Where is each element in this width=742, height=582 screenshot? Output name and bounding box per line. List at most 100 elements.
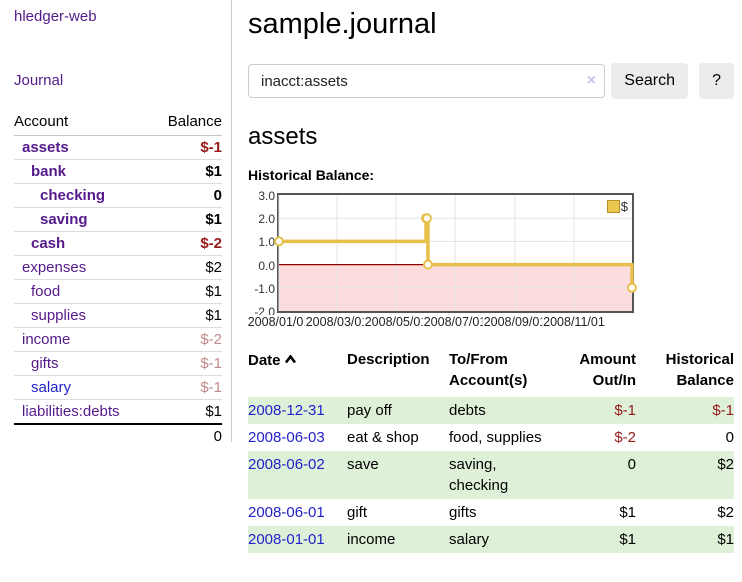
app-title-link[interactable]: hledger-web [14, 8, 97, 25]
account-link[interactable]: saving [40, 211, 88, 228]
accounts-total-row: 0 [14, 423, 222, 448]
account-row: expenses $2 [14, 255, 222, 280]
account-row: supplies $1 [14, 303, 222, 328]
transaction-description: pay off [347, 397, 449, 424]
accounts-header-row: Account Balance [14, 110, 222, 136]
account-balance: $1 [151, 159, 222, 184]
transaction-date-link[interactable]: 2008-12-31 [248, 402, 325, 419]
main-panel: sample.journal × Search ? assets Histori… [233, 0, 742, 553]
transaction-balance: 0 [725, 429, 734, 446]
x-tick-label: 2008/07/01 [422, 315, 488, 329]
header-date[interactable]: Date [248, 347, 347, 397]
header-balance: Historical Balance [665, 351, 734, 389]
transactions-table: Date Description To/From Account(s) Amou… [248, 347, 734, 553]
x-tick-label: 2008/09/01 [482, 315, 548, 329]
account-balance: $-1 [151, 351, 222, 376]
search-bar: × Search ? [248, 63, 734, 99]
transaction-row: 2008-06-01 gift gifts $1 $2 [248, 499, 734, 526]
account-heading: assets [248, 123, 318, 150]
transaction-balance: $1 [636, 526, 734, 553]
transaction-row: 2008-12-31 pay off debts $-1 $-1 [248, 397, 734, 424]
header-description: Description [347, 351, 430, 368]
page-title: sample.journal [248, 8, 437, 40]
transaction-accounts: debts [449, 397, 561, 424]
transaction-date-link[interactable]: 2008-06-02 [248, 456, 325, 473]
account-row: liabilities:debts $1 [14, 399, 222, 424]
account-balance: $1 [151, 279, 222, 304]
account-link[interactable]: assets [22, 139, 69, 156]
y-tick-label: 3.0 [258, 189, 275, 203]
chart-title: Historical Balance: [248, 167, 375, 183]
account-row: saving $1 [14, 207, 222, 232]
account-link[interactable]: bank [31, 163, 67, 180]
x-tick-label: 2008/11/01 [542, 315, 606, 329]
account-balance: $-2 [151, 327, 222, 352]
header-accounts: To/From Account(s) [449, 351, 528, 389]
transaction-amount: $-2 [614, 429, 636, 446]
transaction-row: 2008-01-01 income salary $1 $1 [248, 526, 734, 553]
transaction-accounts: salary [449, 526, 561, 553]
transaction-accounts: saving, checking [449, 451, 561, 499]
transaction-amount: 0 [561, 451, 636, 499]
account-link[interactable]: gifts [31, 355, 59, 372]
transaction-balance: $2 [636, 451, 734, 499]
account-row: income $-2 [14, 327, 222, 352]
transaction-balance: $-1 [636, 397, 734, 424]
legend-label: $ [620, 199, 628, 214]
search-button[interactable]: Search [611, 63, 689, 99]
x-tick-label: 2008/01/01 [246, 315, 312, 329]
x-tick-label: 2008/05/01 [363, 315, 429, 329]
account-balance: $1 [151, 399, 222, 424]
y-tick-label: 0.0 [258, 258, 275, 273]
legend-swatch-icon [606, 200, 620, 213]
transaction-accounts: food, supplies [449, 429, 542, 446]
help-button[interactable]: ? [699, 63, 734, 99]
account-link[interactable]: liabilities:debts [22, 403, 120, 420]
accounts-total-value: 0 [151, 423, 222, 448]
x-tick-label: 2008/03/01 [304, 315, 370, 329]
account-balance: $2 [151, 255, 222, 280]
account-link[interactable]: income [22, 331, 71, 348]
account-link[interactable]: cash [31, 235, 66, 252]
account-row: bank $1 [14, 159, 222, 184]
account-row: cash $-2 [14, 231, 222, 256]
account-row: salary $-1 [14, 375, 222, 400]
account-row: checking 0 [14, 183, 222, 208]
header-amount: Amount Out/In [579, 351, 636, 389]
chart-y-axis: 3.0 2.0 1.0 0.0 -1.0 -2.0 [248, 190, 275, 318]
account-balance: $-1 [151, 375, 222, 400]
account-link[interactable]: supplies [31, 307, 87, 324]
accounts-table: Account Balance assets $-1 bank $1 check… [14, 110, 222, 448]
chart-x-axis: 2008/01/01 2008/03/01 2008/05/01 2008/07/01… [246, 315, 634, 331]
account-row: gifts $-1 [14, 351, 222, 376]
y-tick-label: 2.0 [258, 212, 275, 227]
account-row: assets $-1 [14, 136, 222, 160]
transaction-row: 2008-06-02 save saving, checking 0 $2 [248, 451, 734, 499]
chevron-up-icon [284, 349, 297, 370]
nav-journal-link[interactable]: Journal [14, 72, 64, 89]
account-balance: 0 [151, 183, 222, 208]
transaction-amount: $1 [561, 526, 636, 553]
chart-plot-area: $ [274, 193, 637, 313]
clear-search-icon[interactable]: × [586, 72, 596, 89]
account-link[interactable]: expenses [22, 259, 87, 276]
search-input[interactable] [248, 64, 605, 98]
transaction-date-link[interactable]: 2008-01-01 [248, 531, 325, 548]
transaction-row: 2008-06-03 eat & shop food, supplies $-2… [248, 424, 734, 451]
account-balance: $-1 [200, 139, 222, 156]
transaction-date-link[interactable]: 2008-06-01 [248, 504, 325, 521]
transaction-date-link[interactable]: 2008-06-03 [248, 429, 325, 446]
transaction-description: save [347, 451, 449, 499]
transaction-description: income [347, 526, 449, 553]
accounts-header-account: Account [14, 110, 152, 136]
account-link[interactable]: checking [40, 187, 106, 204]
transaction-accounts: gifts [449, 504, 477, 521]
balance-chart: 3.0 2.0 1.0 0.0 -1.0 -2.0 $ 2008/01/01 2008/03… [246, 190, 734, 333]
sidebar: hledger-web Journal Account Balance asse… [0, 0, 232, 448]
account-row: food $1 [14, 279, 222, 304]
y-tick-label: -1.0 [254, 281, 275, 296]
account-link[interactable]: salary [31, 379, 72, 396]
account-link[interactable]: food [31, 283, 61, 300]
transaction-description: eat & shop [347, 429, 419, 446]
chart-legend: $ [606, 199, 628, 214]
